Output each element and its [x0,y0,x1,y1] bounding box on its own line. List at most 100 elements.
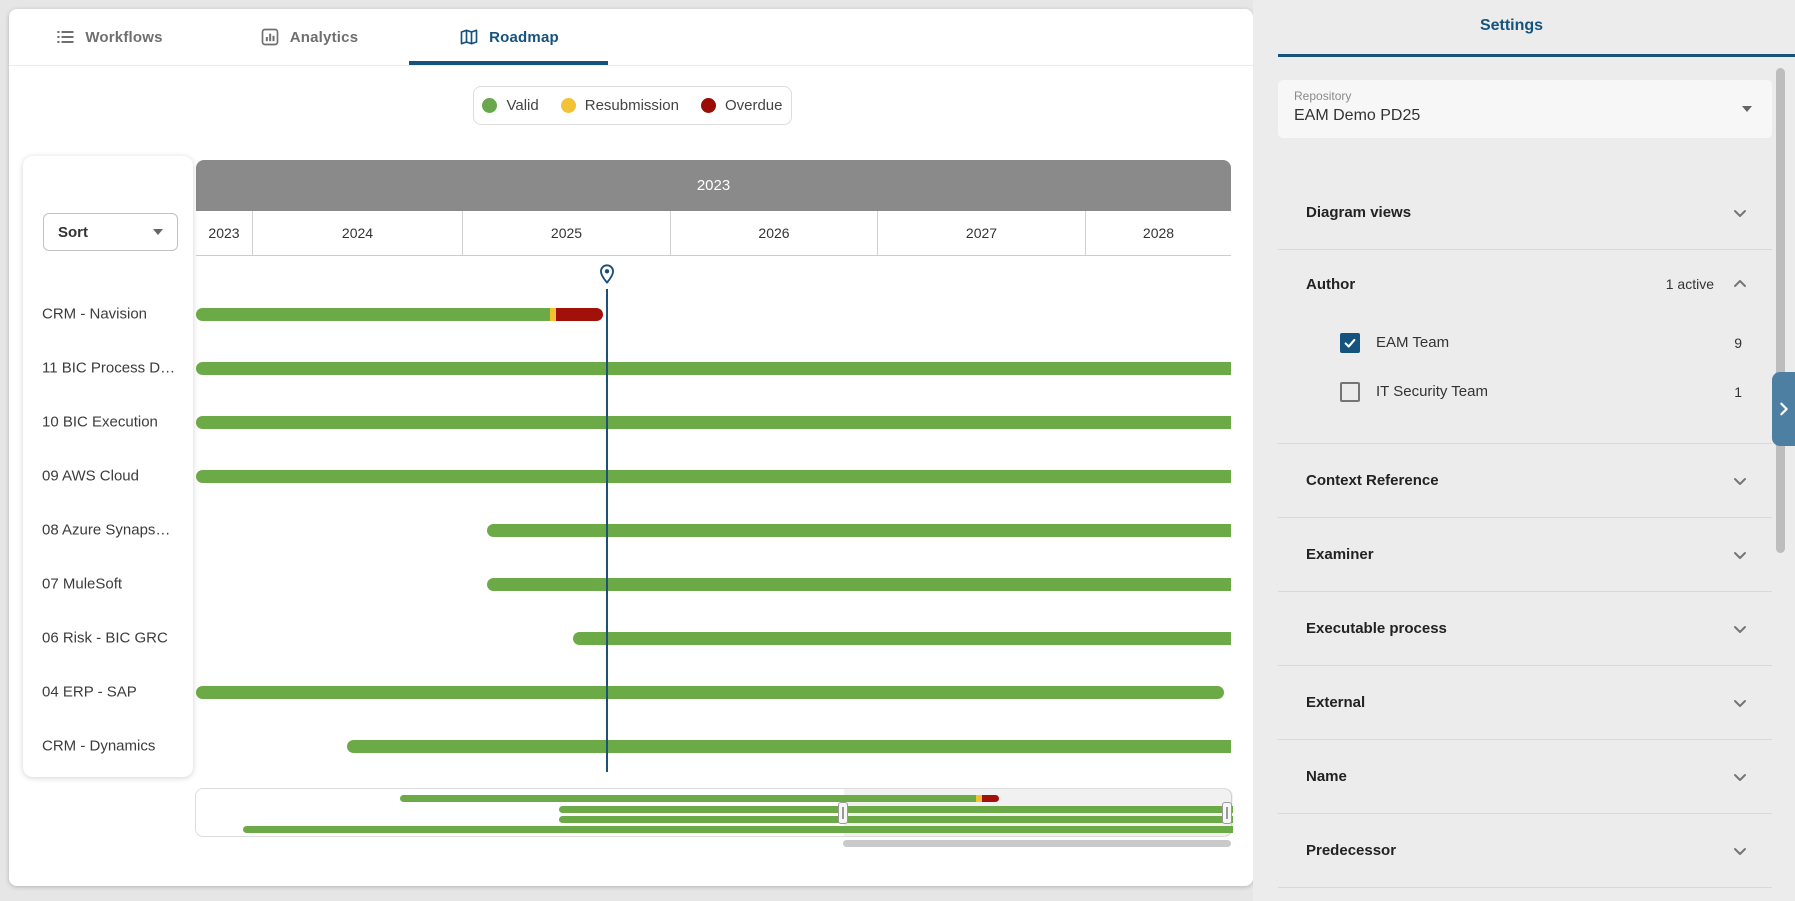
tab-workflows[interactable]: Workflows [9,9,209,65]
section-padding [1278,416,1772,443]
settings-section-examiner[interactable]: Examiner [1278,518,1772,592]
tab-roadmap-label: Roadmap [489,28,559,46]
legend-item: Overdue [700,97,783,114]
chevron-down-icon [1734,773,1746,781]
minimap-bar-overdue [982,795,999,802]
minimap-bar-resubmission [976,795,982,802]
section-label: Author [1306,275,1356,293]
gantt-bar-segment-valid[interactable] [196,686,1224,699]
minimap-bar-valid [243,826,1233,833]
repository-value: EAM Demo PD25 [1294,107,1421,124]
legend-label: Overdue [724,97,783,114]
gantt-bar-segment-valid[interactable] [196,470,1231,483]
tab-analytics[interactable]: Analytics [209,9,409,65]
settings-section-author: Author 1 active EAM Team 9 IT Security Team 1 [1278,250,1772,444]
section-label: Executable process [1306,620,1447,637]
analytics-chart-icon [261,28,279,46]
minimap-range-handle[interactable] [838,802,848,824]
section-label: External [1306,694,1366,711]
chevron-down-icon [153,229,163,235]
chevron-right-icon [1779,402,1788,416]
checkbox-checked-icon[interactable] [1340,332,1360,353]
chevron-down-icon [1734,699,1746,707]
gantt-row-label: CRM - Navision [42,305,148,323]
gantt-row-label-panel: Sort CRM - Navision 11 BIC Process D… 10 B… [23,156,193,777]
timeline-year-axis: 2023 2024 2025 2026 2027 2028 [196,211,1231,256]
legend-valid-dot-icon [482,98,498,113]
minimap-bar-valid [559,806,1233,813]
year-tick-2023: 2023 [196,211,253,255]
gantt-bar-segment-overdue[interactable] [556,308,603,321]
timeline-overview-minimap[interactable] [195,788,1233,837]
section-label: Name [1306,768,1347,785]
section-label: Examiner [1306,546,1374,563]
settings-section-executable-process[interactable]: Executable process [1278,592,1772,666]
roadmap-main-card: Workflows Analytics Roadmap Valid Resubmi… [9,9,1253,886]
gantt-bar-segment-valid[interactable] [573,632,1231,645]
settings-section-predecessor[interactable]: Predecessor [1278,814,1772,888]
filter-item-eam-team[interactable]: EAM Team 9 [1278,318,1772,367]
gantt-row-label: CRM - Dynamics [42,737,156,755]
settings-section-name[interactable]: Name [1278,740,1772,814]
filter-item-it-security-team[interactable]: IT Security Team 1 [1278,367,1772,416]
legend-label: Valid [506,97,539,114]
section-label: Diagram views [1306,204,1412,221]
today-line [606,289,608,772]
legend-overdue-dot-icon [700,98,716,113]
filter-item-label: IT Security Team [1376,383,1488,400]
horizontal-scrollbar[interactable] [843,840,1231,847]
repository-label: Repository [1294,89,1352,103]
tab-analytics-label: Analytics [289,28,359,46]
legend-resubmission-dot-icon [560,98,576,113]
vertical-scrollbar-thumb[interactable] [1776,68,1785,553]
gantt-bar-segment-valid[interactable] [487,524,1231,537]
chevron-down-icon [1734,625,1746,633]
settings-title: Settings [1479,17,1544,34]
section-header-author[interactable]: Author 1 active [1278,250,1772,318]
tab-workflows-label: Workflows [85,28,163,46]
filter-item-label: EAM Team [1376,334,1450,351]
year-tick-2025: 2025 [463,211,671,255]
gantt-row-label: 11 BIC Process D… [42,359,176,377]
repository-select[interactable]: Repository EAM Demo PD25 [1278,80,1772,138]
settings-section-external[interactable]: External [1278,666,1772,740]
year-tick-2027: 2027 [878,211,1086,255]
legend-label: Resubmission [584,97,679,114]
tab-bar: Workflows Analytics Roadmap [9,9,1253,66]
chevron-down-icon [1742,106,1752,112]
gantt-row-label: 09 AWS Cloud [42,467,139,485]
section-header-right: 1 active [1666,276,1748,292]
gantt-bar-segment-valid[interactable] [196,308,550,321]
gantt-bar-segment-valid[interactable] [196,362,1231,375]
sort-label: Sort [58,223,88,241]
chevron-down-icon [1734,209,1746,217]
panel-collapse-toggle[interactable] [1772,372,1795,446]
roadmap-map-icon [460,29,478,45]
minimap-range-handle[interactable] [1222,802,1232,824]
chevron-down-icon [1734,477,1746,485]
sort-dropdown[interactable]: Sort [43,213,178,251]
today-pin-icon [600,264,614,284]
gantt-bar-segment-valid[interactable] [347,740,1231,753]
gantt-row-label: 06 Risk - BIC GRC [42,629,168,647]
checkbox-unchecked-icon[interactable] [1340,381,1360,402]
active-tab-indicator [409,61,608,65]
settings-title-underline [1278,54,1795,57]
year-tick-2028: 2028 [1142,225,1175,241]
timeline-group-header: 2023 [196,160,1231,211]
chevron-down-icon [1734,847,1746,855]
gantt-bar-segment-resubmission[interactable] [550,308,556,321]
minimap-bar-valid [559,816,1233,823]
settings-section-context-reference[interactable]: Context Reference [1278,444,1772,518]
gantt-row-label: 10 BIC Execution [42,413,158,431]
workflow-list-icon [57,31,74,43]
year-tick-2026: 2026 [671,211,878,255]
gantt-bar-segment-valid[interactable] [487,578,1231,591]
legend-item: Resubmission [560,97,679,114]
tab-roadmap[interactable]: Roadmap [409,9,609,65]
gantt-bar-segment-valid[interactable] [196,416,1231,429]
filter-item-count: 9 [1734,334,1742,351]
group-year-label: 2023 [696,177,731,194]
settings-section-diagram-views[interactable]: Diagram views [1278,176,1772,250]
section-label: Context Reference [1306,472,1439,489]
